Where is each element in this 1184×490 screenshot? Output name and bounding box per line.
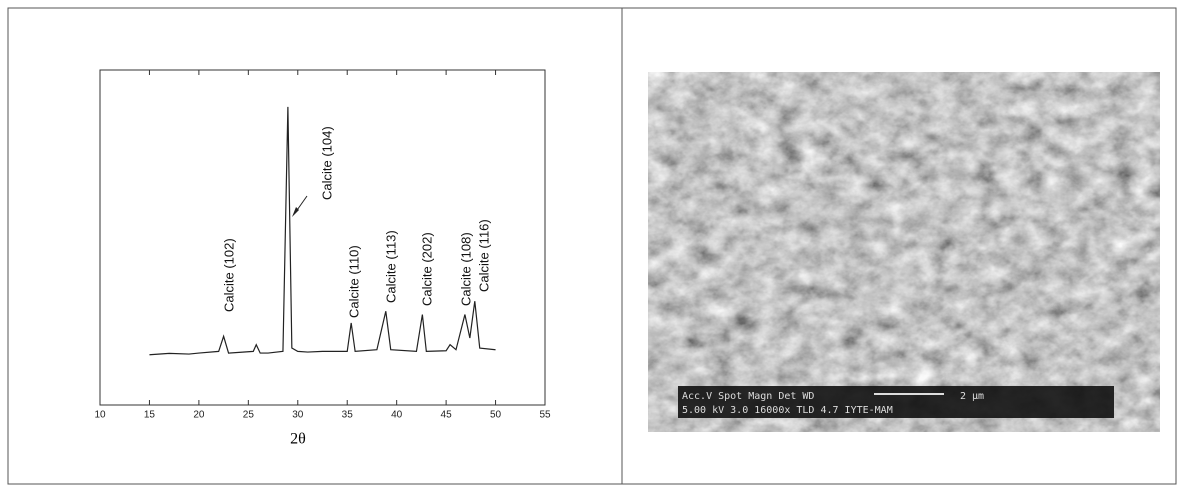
figure-border: [7, 7, 1177, 485]
peak-annotation: Calcite (116): [476, 219, 491, 292]
x-tick-label: 40: [391, 410, 403, 421]
sem-header: Acc.V Spot Magn Det WD: [682, 391, 814, 402]
sem-scale: 2 µm: [960, 391, 984, 402]
sem-image: [648, 72, 1160, 432]
xrd-line: [149, 106, 496, 356]
x-tick-label: 30: [292, 410, 304, 421]
x-tick-label: 55: [539, 410, 551, 421]
x-tick-label: 35: [342, 410, 354, 421]
x-tick-label: 15: [144, 410, 156, 421]
peak-annotation: Calcite (102): [221, 238, 236, 312]
peak-annotation: Calcite (202): [419, 232, 434, 306]
sem-info: 5.00 kV 3.0 16000x TLD 4.7 IYTE-MAM: [682, 405, 893, 416]
arrow-head: [292, 207, 299, 217]
x-tick-label: 25: [243, 410, 255, 421]
plot-frame: [99, 69, 546, 406]
x-axis-label: 2θ: [290, 431, 306, 448]
peak-annotation: Calcite (113): [383, 230, 398, 303]
sem-info-bar: [678, 386, 1114, 418]
peak-annotation: Calcite (108): [458, 232, 473, 306]
peak-annotation: Calcite (110): [346, 245, 361, 318]
x-tick-label: 45: [441, 410, 453, 421]
x-tick-label: 50: [490, 410, 502, 421]
x-tick-label: 20: [193, 410, 205, 421]
peak-annotation: Calcite (104): [319, 126, 334, 200]
x-tick-label: 10: [94, 410, 106, 421]
